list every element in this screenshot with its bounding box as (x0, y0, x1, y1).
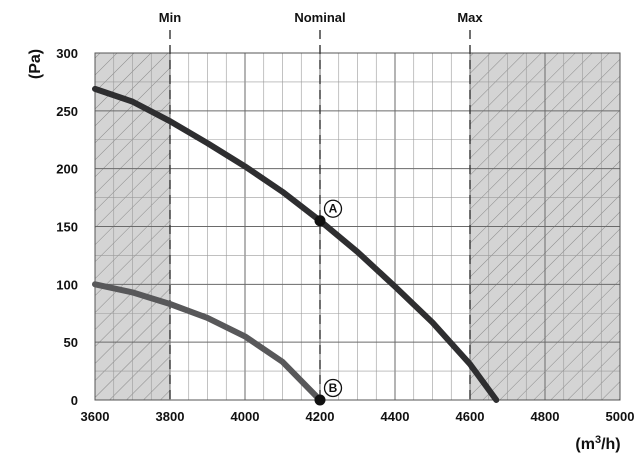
y-tick-label: 200 (56, 162, 78, 177)
x-tick-label: 4000 (231, 409, 260, 424)
operating-point-label-a: A (329, 202, 338, 216)
y-axis-label: (Pa) (27, 49, 44, 79)
operating-point-a (314, 215, 326, 227)
y-tick-label: 150 (56, 220, 78, 235)
operating-point-badge-b (323, 378, 343, 398)
series-curves (92, 85, 500, 403)
reference-label-max: Max (457, 10, 483, 25)
series-curve-1 (92, 281, 323, 403)
reference-label-min: Min (159, 10, 181, 25)
x-tick-label: 3800 (156, 409, 185, 424)
y-tick-label: 0 (71, 393, 78, 408)
y-tick-label: 50 (64, 335, 78, 350)
x-tick-label: 4400 (381, 409, 410, 424)
x-tick-label: 5000 (606, 409, 635, 424)
x-tick-label: 4800 (531, 409, 560, 424)
x-tick-label: 4200 (306, 409, 335, 424)
plot-border (94, 52, 621, 401)
operating-points: AB (314, 199, 343, 406)
x-axis-label: (m3/h) (575, 434, 620, 453)
operating-point-b (314, 394, 326, 406)
x-tick-label: 4600 (456, 409, 485, 424)
series-curve-0 (92, 85, 500, 403)
x-tick-label: 3600 (81, 409, 110, 424)
x-tick-labels: 3600 3800 4000 4200 4400 4600 4800 5000 (81, 409, 635, 424)
operating-point-badge-a (323, 199, 343, 218)
y-tick-label: 100 (56, 277, 78, 292)
reference-lines: Min Nominal Max (159, 10, 483, 400)
y-tick-label: 300 (56, 46, 78, 61)
y-tick-labels: 0 50 100 150 200 250 300 (56, 46, 78, 408)
grid (94, 52, 621, 401)
reference-label-nominal: Nominal (294, 10, 345, 25)
operating-point-label-b: B (329, 381, 338, 395)
y-tick-label: 250 (56, 104, 78, 119)
